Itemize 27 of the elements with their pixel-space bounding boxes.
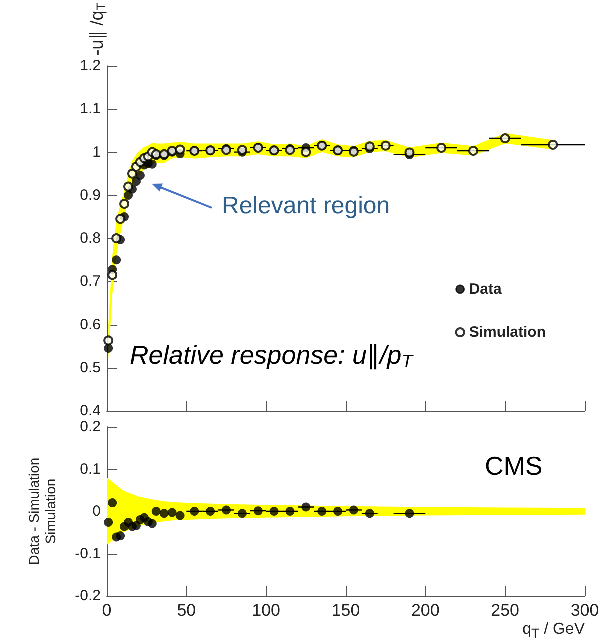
- y-tick-label: 0.6: [80, 316, 101, 334]
- y-tick-label: 0.7: [80, 273, 101, 290]
- y-tick-label: 1: [92, 144, 101, 161]
- annotation: CMS: [485, 451, 543, 481]
- legend-label: Data: [469, 281, 502, 298]
- x-tick-label: 300: [570, 601, 600, 620]
- y-tick-label: -0.2: [75, 588, 101, 604]
- x-tick-label: 50: [177, 601, 196, 620]
- x-tick-label: 100: [252, 601, 281, 620]
- x-axis-title: q$_{T}$ / GeV: [522, 620, 585, 641]
- y-tick-label: 0.2: [80, 418, 101, 436]
- y-tick-label: 1.1: [80, 100, 101, 118]
- y-tick-label: 0: [92, 503, 101, 520]
- legend-label: Simulation: [469, 324, 546, 341]
- y-axis-title: -u∥ /qT: [87, 2, 108, 56]
- y-tick-label: -0.1: [75, 545, 101, 562]
- x-tick-label: 200: [411, 601, 440, 620]
- y-tick-label: 0.4: [80, 402, 101, 420]
- annotation: Relevant region: [222, 192, 390, 220]
- x-tick-label: 150: [332, 601, 360, 620]
- x-tick-label: 250: [491, 601, 520, 620]
- y-tick-label: 0.1: [80, 460, 101, 478]
- y-tick-label: 0.8: [80, 230, 101, 248]
- y-axis-title: Data - Simulation Simulation: [26, 458, 59, 566]
- y-tick-label: 0.9: [80, 186, 101, 204]
- y-tick-label: 1.2: [80, 58, 101, 75]
- y-tick-label: 0.5: [80, 359, 101, 376]
